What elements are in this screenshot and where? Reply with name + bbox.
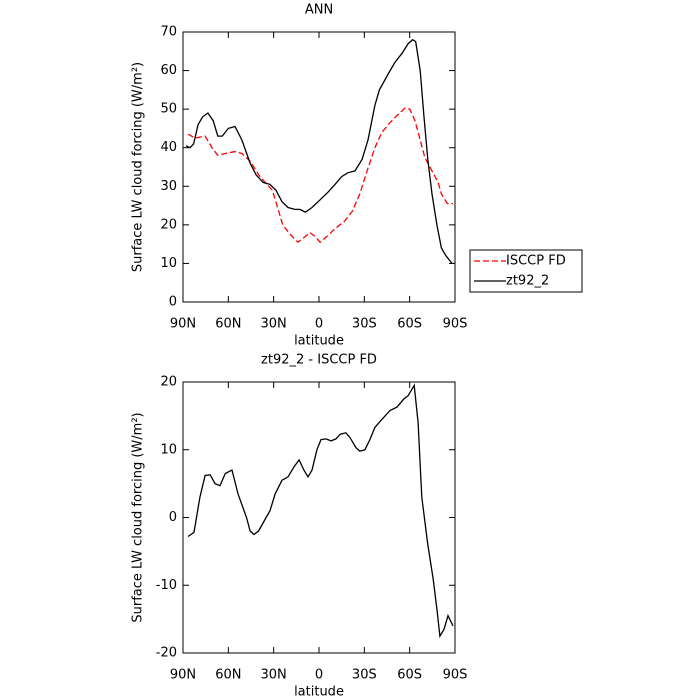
x-tick-label: 60S [397,668,422,683]
x-tick-label: 0 [315,317,323,332]
x-tick-label: 30N [261,668,287,683]
x-axis-label: latitude [294,334,344,349]
x-tick-label: 60N [215,668,241,683]
series-line [187,383,454,639]
y-tick-label: 0 [169,510,177,525]
x-tick-label: 60N [215,317,241,332]
x-tick-label: 30N [261,317,287,332]
x-axis-label: latitude [294,685,344,700]
y-tick-label: 20 [160,217,177,232]
legend-box [469,249,583,293]
x-tick-label: 90S [443,317,468,332]
x-tick-label: 30S [352,317,377,332]
x-tick-label: 0 [315,668,323,683]
x-tick-label: 90N [170,317,196,332]
legend-label: zt92_2 [506,274,549,289]
chart-title: ANN [305,3,333,18]
x-tick-label: 30S [352,668,377,683]
y-tick-label: 40 [160,140,177,155]
y-tick-label: 50 [160,102,177,117]
x-tick-label: 60S [397,317,422,332]
y-tick-label: 60 [160,63,177,78]
chart-title: zt92_2 - ISCCP FD [261,353,377,368]
y-tick-label: -10 [156,578,177,593]
series-line [185,38,453,264]
plot-frame [182,381,456,654]
legend-label: ISCCP FD [506,254,566,269]
y-tick-label: -20 [156,646,177,661]
series-line [187,107,453,244]
y-tick-label: 10 [160,442,177,457]
y-axis-label: Surface LW cloud forcing (W/m²) [131,412,146,622]
x-tick-label: 90S [443,668,468,683]
y-tick-label: 0 [169,295,177,310]
plot-frame [182,31,456,303]
y-tick-label: 20 [160,375,177,390]
y-axis-label: Surface LW cloud forcing (W/m²) [131,62,146,272]
y-tick-label: 70 [160,25,177,40]
y-tick-label: 30 [160,179,177,194]
x-tick-label: 90N [170,668,196,683]
y-tick-label: 10 [160,256,177,271]
